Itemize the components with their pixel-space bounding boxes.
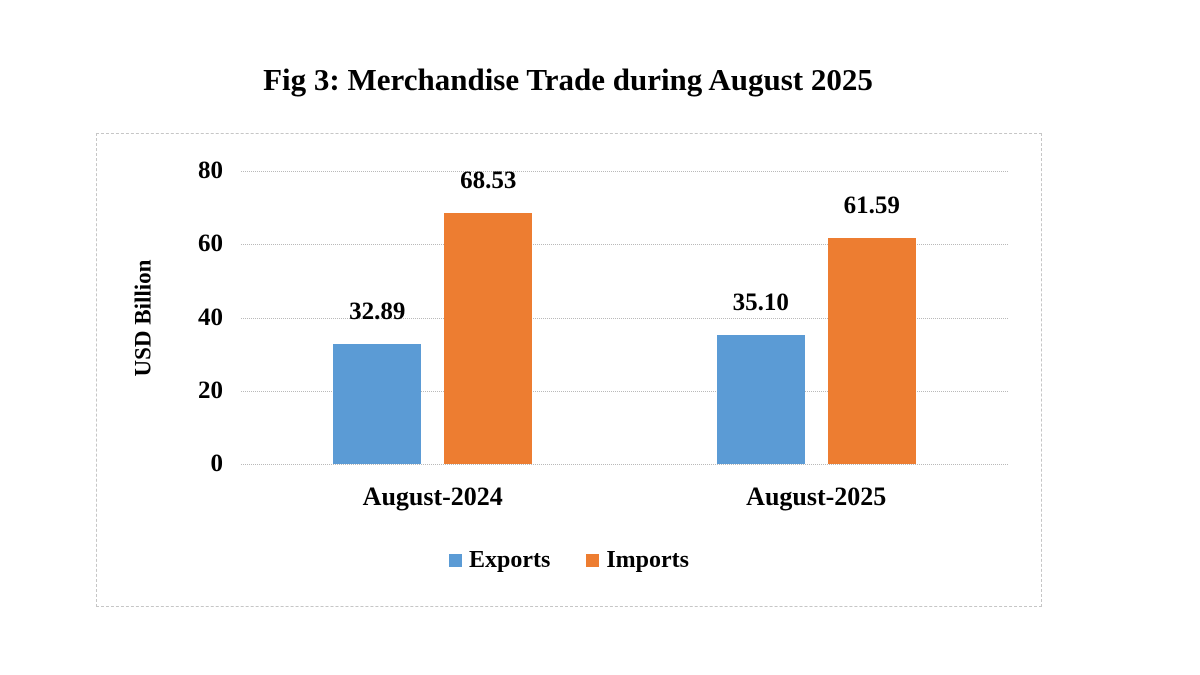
x-category-label-august-2025: August-2025 (746, 482, 887, 511)
legend-item-imports[interactable]: Imports (586, 548, 689, 572)
legend: Exports Imports (97, 544, 1041, 576)
bar-value-label-exports-august-2025: 35.10 (732, 289, 789, 317)
gridline (241, 390, 1008, 392)
bar-exports-august-2025[interactable] (716, 335, 805, 464)
gridline (241, 244, 1008, 246)
bar-imports-august-2024[interactable] (444, 213, 533, 464)
legend-label-imports: Imports (606, 547, 689, 573)
bar-value-label-exports-august-2024: 32.89 (349, 297, 406, 325)
gridline (241, 317, 1008, 319)
legend-marker-imports (586, 553, 600, 567)
legend-item-exports[interactable]: Exports (448, 547, 551, 573)
figure-title: Fig 3: Merchandise Trade during August 2… (263, 62, 873, 97)
y-tick-label: 40 (198, 303, 223, 331)
x-category-label-august-2024: August-2024 (362, 482, 503, 511)
chart-frame: USD Billion Exports Imports 0 20 40 60 80 32.8… (96, 133, 1042, 607)
gridline (241, 171, 1008, 172)
bar-value-label-imports-august-2024: 68.53 (460, 167, 517, 194)
y-tick-label: 60 (198, 230, 223, 258)
legend-label-exports: Exports (468, 547, 551, 573)
bar-exports-august-2024[interactable] (333, 343, 422, 464)
y-tick-label: 20 (198, 376, 223, 404)
gridline (241, 464, 1008, 465)
legend-marker-exports (448, 553, 462, 567)
y-tick-label: 80 (198, 157, 223, 184)
bar-value-label-imports-august-2025: 61.59 (843, 192, 900, 220)
bar-imports-august-2025[interactable] (827, 238, 916, 464)
y-tick-label: 0 (210, 450, 224, 477)
